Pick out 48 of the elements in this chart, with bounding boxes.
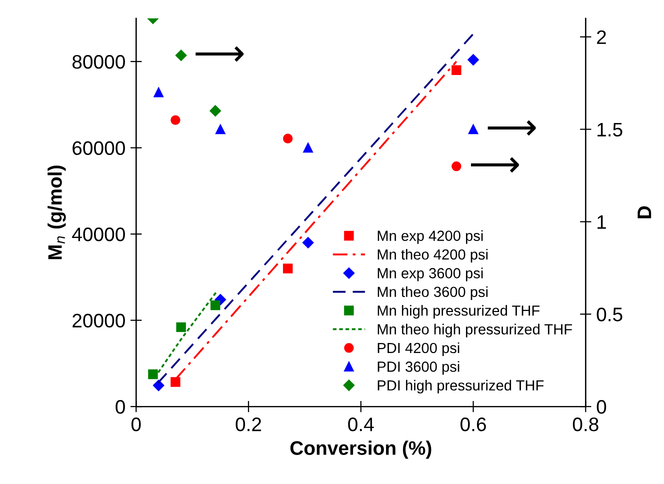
legend-label: PDI 4200 psi [378,342,460,356]
annotation: ⟶ [470,157,519,173]
y-tick-label: 80000 [72,54,125,69]
legend-label: Mn high pressurized THF [378,305,540,319]
point [170,377,180,387]
legend-label: Mn exp 4200 psi [378,230,483,244]
legend-label: Mn theo high pressurized THF [378,324,572,338]
x-tick-label: 0.8 [572,417,598,432]
y-tick-label: 20000 [72,314,125,328]
y-tick-label: 60000 [72,141,125,156]
point [170,115,180,125]
legend-label: PDI 3600 psi [378,361,460,375]
point [176,322,186,332]
y-axis-title: M$_{n}$ (g/mol) [48,166,66,260]
x-tick-label: 0.6 [460,417,486,432]
point [216,124,226,134]
point [210,105,221,116]
y-tick-label: 40000 [72,228,125,242]
point [303,142,313,153]
y2-tick-label: 0 [596,400,606,414]
point [152,380,164,392]
x-tick-label: 0.4 [348,417,374,432]
legend-label: Mn theo 3600 psi [378,286,488,300]
x-tick-label: 0.2 [236,417,262,432]
legend-label: PDI high pressurized THF [378,380,544,394]
point [468,54,479,66]
y2-tick-label: 1 [598,215,606,229]
y2-tick-label: 0.5 [596,308,622,322]
point [282,264,293,274]
point [175,50,187,61]
legend-label: Mn theo 4200 psi [378,248,488,263]
point [154,87,164,98]
point [452,65,462,76]
point [148,369,158,380]
y2-axis-title: D [638,206,652,218]
point [452,161,462,172]
x-tick-label: 0 [131,417,141,432]
point [282,134,293,144]
x-axis-title: Conversion (%) [290,440,432,459]
annotation: ⟶ [488,120,536,136]
annotation: ⟶ [196,46,244,62]
point [302,237,314,248]
legend-label: Mn exp 3600 psi [378,268,483,282]
point [468,124,478,134]
y-tick-label: 0 [116,400,125,414]
point [210,300,220,310]
y2-tick-label: 2 [597,30,606,44]
y2-tick-label: 1.5 [598,122,622,137]
